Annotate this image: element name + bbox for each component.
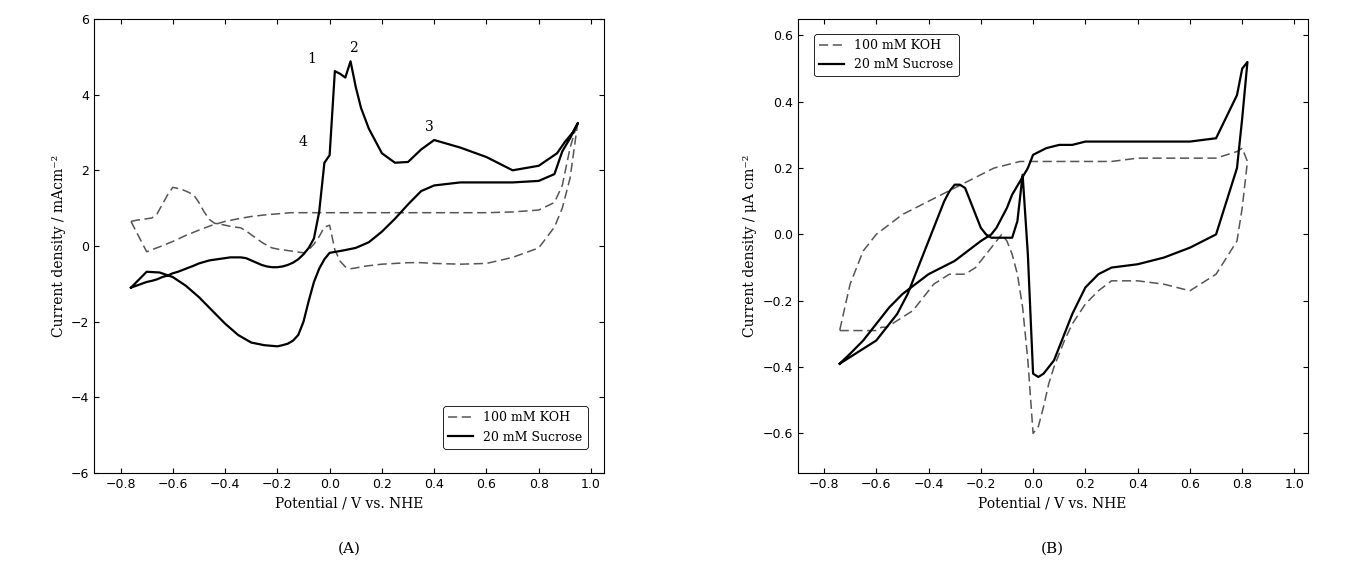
Text: 4: 4 <box>299 136 307 149</box>
X-axis label: Potential / V vs. NHE: Potential / V vs. NHE <box>979 497 1127 511</box>
Legend: 100 mM KOH, 20 mM Sucrose: 100 mM KOH, 20 mM Sucrose <box>814 34 958 77</box>
Text: (A): (A) <box>338 541 361 555</box>
X-axis label: Potential / V vs. NHE: Potential / V vs. NHE <box>275 497 423 511</box>
Text: 3: 3 <box>425 121 433 134</box>
Y-axis label: Current density / mAcm⁻²: Current density / mAcm⁻² <box>51 155 66 337</box>
Legend: 100 mM KOH, 20 mM Sucrose: 100 mM KOH, 20 mM Sucrose <box>443 406 588 449</box>
Text: 2: 2 <box>349 41 357 55</box>
Y-axis label: Current density / μA cm⁻²: Current density / μA cm⁻² <box>743 155 758 337</box>
Text: 1: 1 <box>307 52 315 66</box>
Text: (B): (B) <box>1041 541 1065 555</box>
